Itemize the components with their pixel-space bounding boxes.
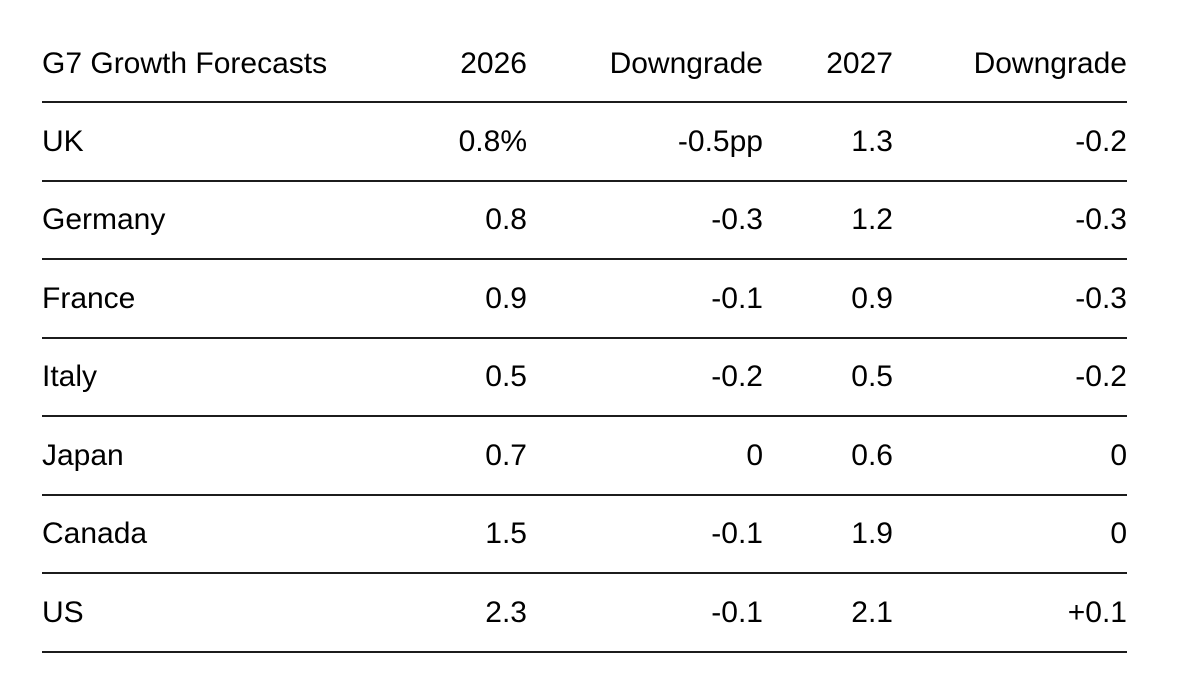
value-cell: 1.2	[763, 180, 893, 260]
value-cell: -0.3	[527, 180, 763, 260]
value-cell: 0.5	[763, 337, 893, 417]
value-cell: -0.2	[893, 337, 1127, 417]
value-cell: -0.1	[527, 494, 763, 574]
column-header-2027: 2027	[763, 0, 893, 103]
value-cell: -0.3	[893, 180, 1127, 260]
header-row: G7 Growth Forecasts 2026 Downgrade 2027 …	[42, 0, 1127, 103]
value-cell: 0.7	[342, 416, 527, 496]
table-row-us: US 2.3 -0.1 2.1 +0.1	[42, 573, 1127, 653]
column-header-downgrade-2026: Downgrade	[527, 0, 763, 103]
value-cell: 2.3	[342, 573, 527, 653]
table-row-japan: Japan 0.7 0 0.6 0	[42, 416, 1127, 496]
value-cell: 0	[893, 416, 1127, 496]
value-cell: -0.1	[527, 573, 763, 653]
value-cell: 1.9	[763, 494, 893, 574]
value-cell: 0.6	[763, 416, 893, 496]
column-header-downgrade-2027: Downgrade	[893, 0, 1127, 103]
value-cell: +0.1	[893, 573, 1127, 653]
country-label: Japan	[42, 416, 342, 496]
table-row-germany: Germany 0.8 -0.3 1.2 -0.3	[42, 180, 1127, 260]
value-cell: 0	[527, 416, 763, 496]
country-label: Canada	[42, 494, 342, 574]
value-cell: 1.3	[763, 102, 893, 182]
value-cell: -0.2	[527, 337, 763, 417]
table-title: G7 Growth Forecasts	[42, 0, 342, 103]
table-row-france: France 0.9 -0.1 0.9 -0.3	[42, 259, 1127, 339]
value-cell: 0.5	[342, 337, 527, 417]
table-row-canada: Canada 1.5 -0.1 1.9 0	[42, 494, 1127, 574]
value-cell: 1.5	[342, 494, 527, 574]
country-label: US	[42, 573, 342, 653]
value-cell: 0.8	[342, 180, 527, 260]
value-cell: -0.5pp	[527, 102, 763, 182]
country-label: Italy	[42, 337, 342, 417]
value-cell: 0.9	[342, 259, 527, 339]
value-cell: 0	[893, 494, 1127, 574]
table-row-italy: Italy 0.5 -0.2 0.5 -0.2	[42, 337, 1127, 417]
country-label: France	[42, 259, 342, 339]
value-cell: -0.1	[527, 259, 763, 339]
value-cell: -0.3	[893, 259, 1127, 339]
value-cell: -0.2	[893, 102, 1127, 182]
country-label: Germany	[42, 180, 342, 260]
g7-growth-forecasts-table: G7 Growth Forecasts 2026 Downgrade 2027 …	[42, 0, 1127, 653]
value-cell: 2.1	[763, 573, 893, 653]
value-cell: 0.9	[763, 259, 893, 339]
country-label: UK	[42, 102, 342, 182]
value-cell: 0.8%	[342, 102, 527, 182]
column-header-2026: 2026	[342, 0, 527, 103]
table-row-uk: UK 0.8% -0.5pp 1.3 -0.2	[42, 102, 1127, 182]
